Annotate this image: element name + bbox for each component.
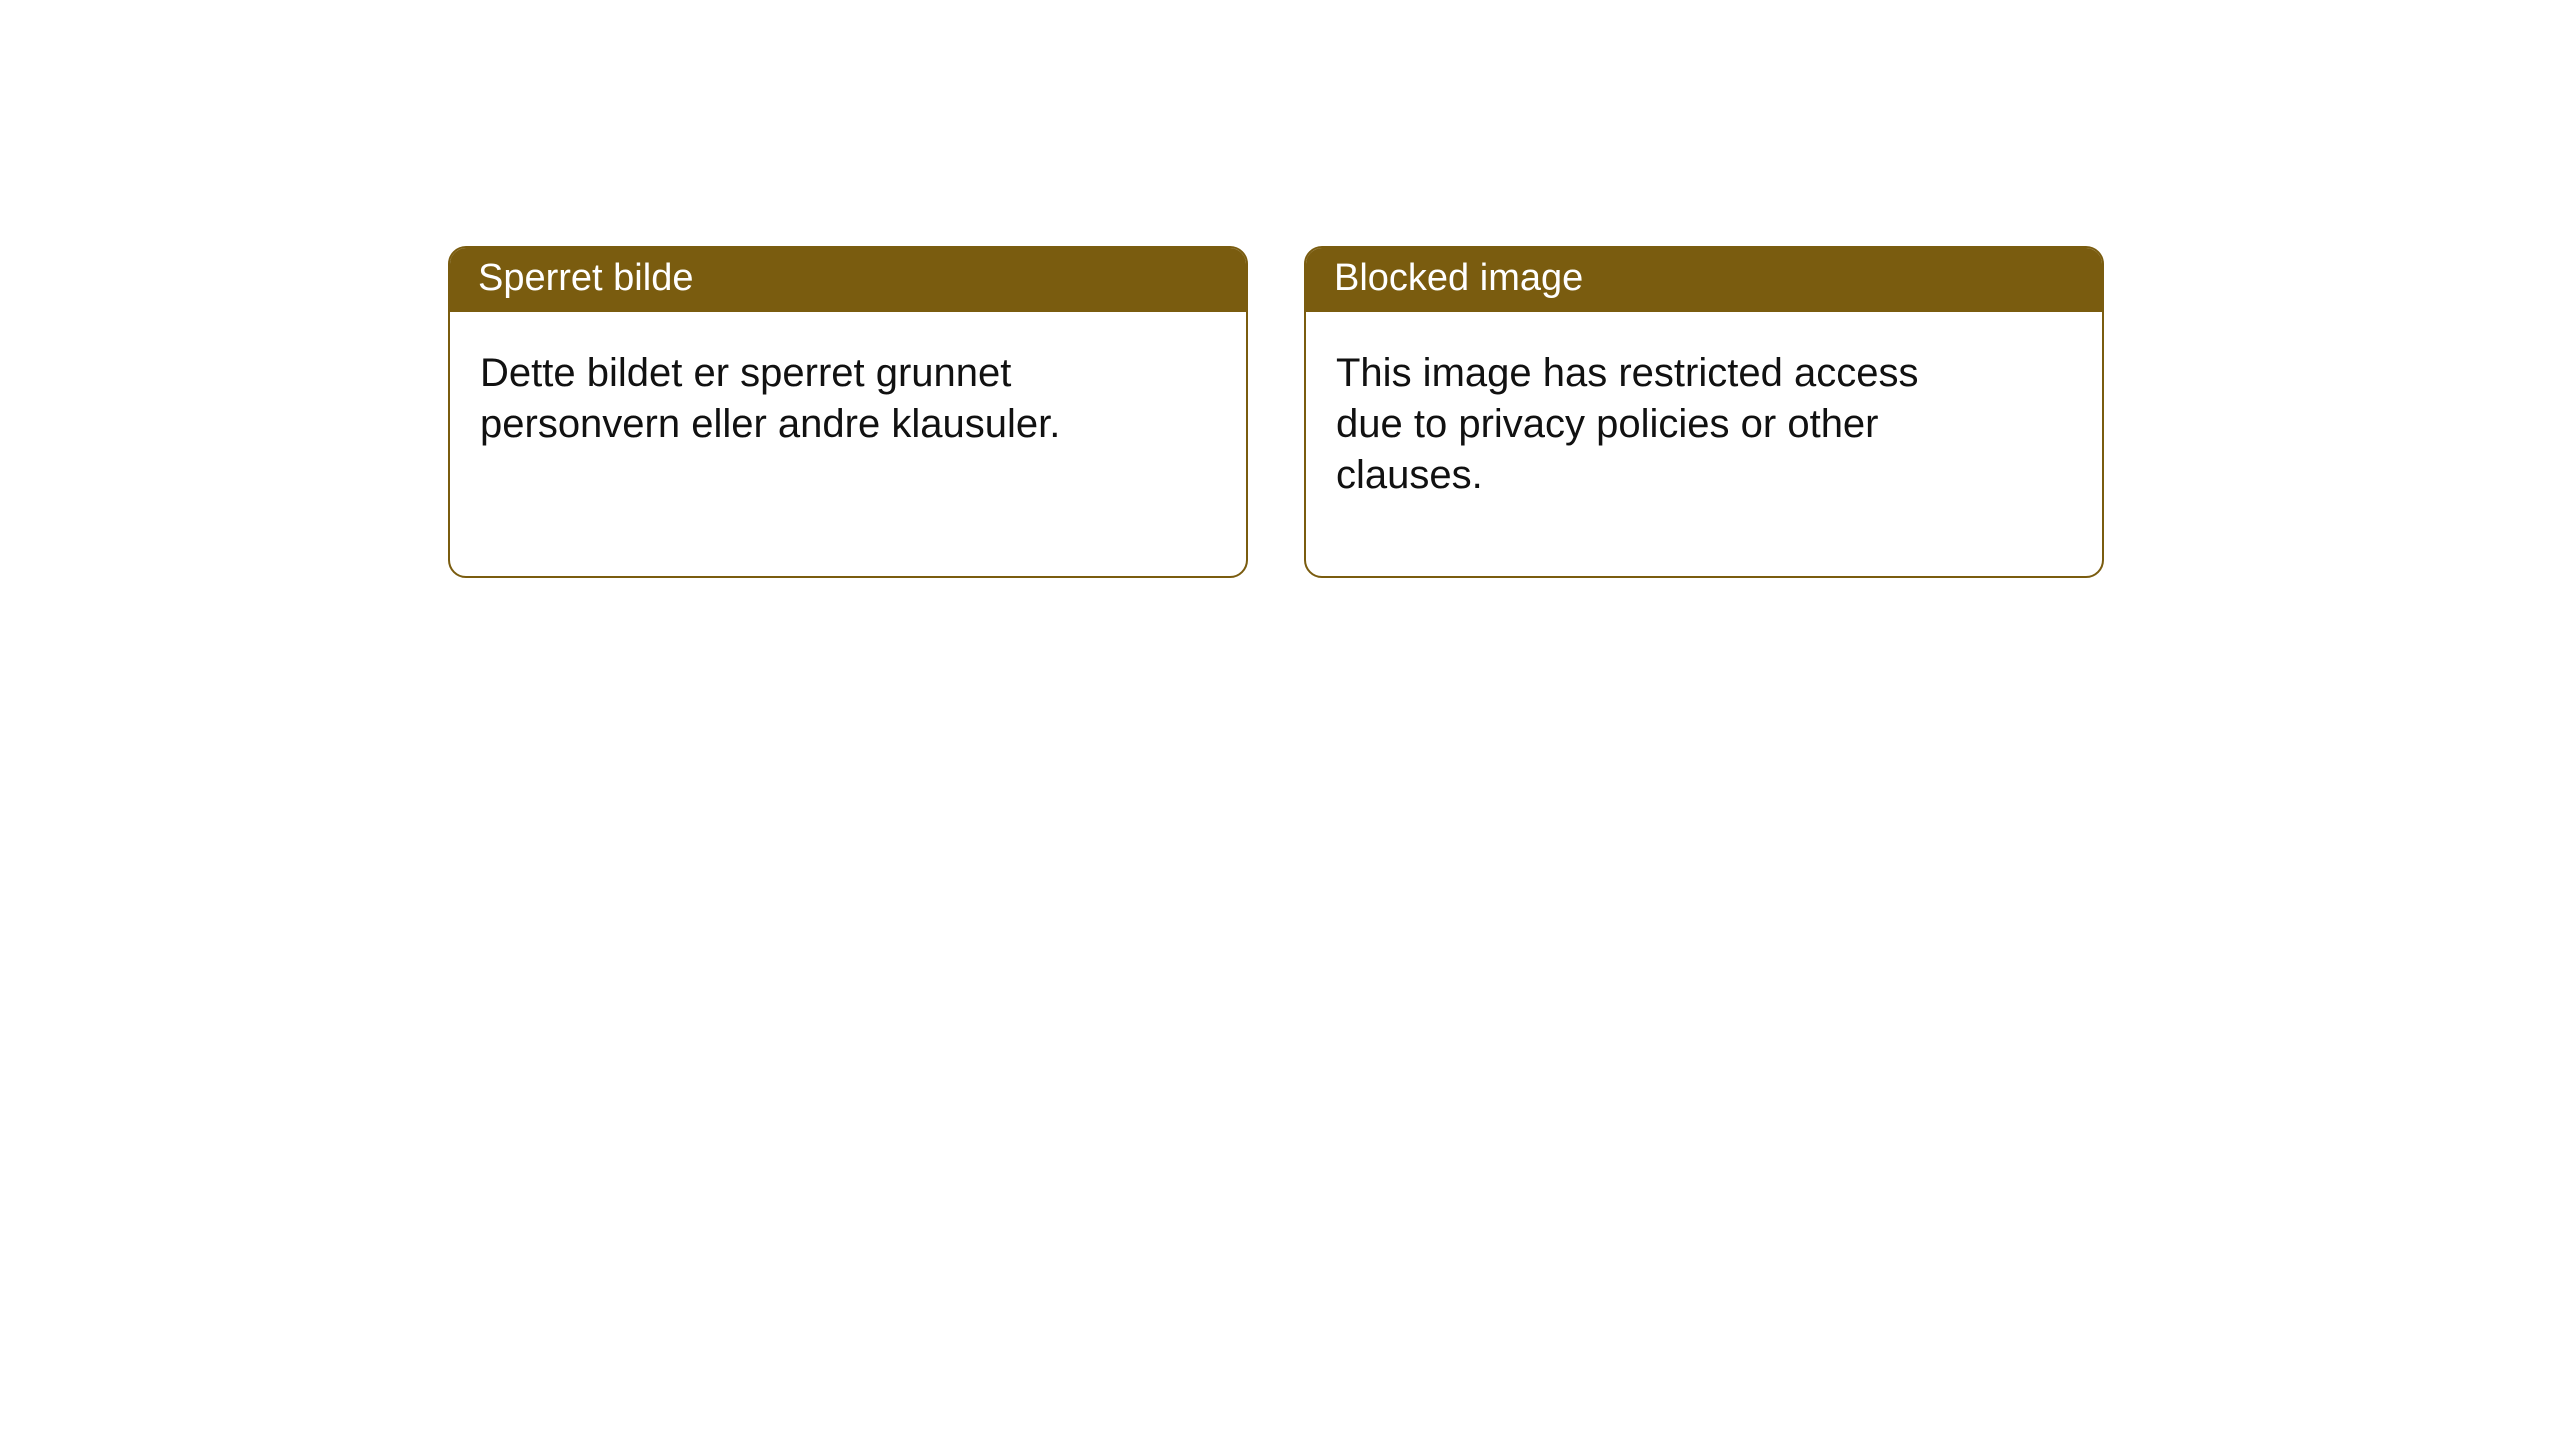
- notice-card-en: Blocked image This image has restricted …: [1304, 246, 2104, 578]
- notice-title-en: Blocked image: [1306, 248, 2102, 312]
- notice-row: Sperret bilde Dette bildet er sperret gr…: [0, 0, 2560, 578]
- notice-card-no: Sperret bilde Dette bildet er sperret gr…: [448, 246, 1248, 578]
- notice-title-no: Sperret bilde: [450, 248, 1246, 312]
- notice-body-en: This image has restricted access due to …: [1306, 312, 2006, 532]
- notice-body-no: Dette bildet er sperret grunnet personve…: [450, 312, 1150, 480]
